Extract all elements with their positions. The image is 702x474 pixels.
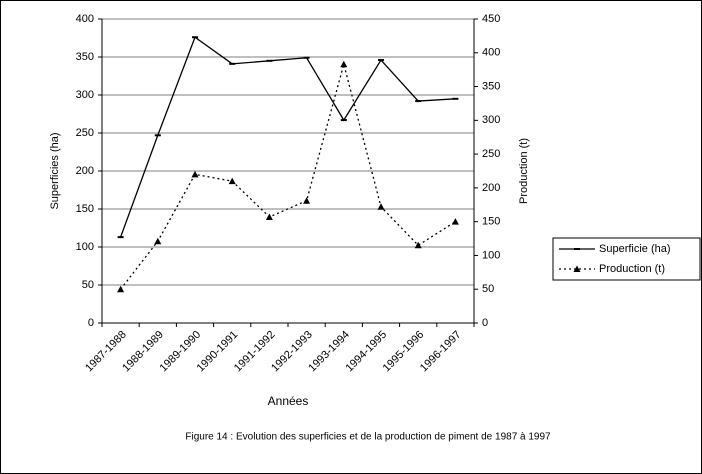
legend-marker bbox=[574, 248, 580, 250]
marker bbox=[451, 218, 459, 225]
y2-tick-label: 100 bbox=[482, 249, 500, 261]
marker bbox=[303, 56, 310, 59]
series-line bbox=[119, 36, 456, 238]
legend-box bbox=[552, 237, 701, 281]
y-tick-label: 100 bbox=[76, 241, 94, 253]
series-line bbox=[120, 61, 456, 290]
y-tick-label: 0 bbox=[88, 317, 94, 329]
marker bbox=[265, 213, 273, 220]
y2-tick-label: 0 bbox=[482, 317, 488, 329]
y2-tick-label: 150 bbox=[482, 216, 500, 228]
x-axis-title: Années bbox=[268, 394, 309, 408]
y2-tick-label: 400 bbox=[482, 47, 500, 59]
marker bbox=[452, 97, 459, 100]
legend-label: Superficie (ha) bbox=[599, 243, 671, 255]
y-tick-label: 400 bbox=[76, 13, 94, 25]
y2-tick-label: 300 bbox=[482, 114, 500, 126]
y-tick-label: 350 bbox=[76, 51, 94, 63]
marker bbox=[303, 197, 311, 204]
marker bbox=[340, 119, 347, 122]
y-tick-label: 200 bbox=[76, 165, 94, 177]
legend-label: Production (t) bbox=[599, 263, 665, 275]
marker bbox=[378, 59, 384, 62]
marker bbox=[117, 285, 125, 293]
marker bbox=[415, 100, 422, 103]
marker bbox=[340, 60, 348, 68]
y-tick-label: 250 bbox=[76, 127, 94, 139]
y2-tick-label: 250 bbox=[482, 148, 500, 160]
marker bbox=[192, 36, 198, 39]
marker bbox=[154, 237, 162, 245]
marker bbox=[266, 59, 273, 62]
y2-tick-label: 450 bbox=[482, 13, 500, 25]
marker bbox=[117, 236, 124, 239]
marker bbox=[154, 134, 161, 137]
y2-tick-label: 350 bbox=[482, 80, 500, 92]
y-tick-label: 50 bbox=[82, 279, 94, 291]
caption: Figure 14 : Evolution des superficies et… bbox=[185, 432, 551, 443]
marker bbox=[414, 241, 422, 249]
legend-marker bbox=[573, 265, 581, 272]
y2-tick-label: 200 bbox=[482, 182, 500, 194]
y-axis-title: Superficies (ha) bbox=[49, 132, 61, 209]
y2-axis-title: Production (t) bbox=[518, 138, 530, 204]
y2-tick-label: 50 bbox=[482, 283, 494, 295]
marker bbox=[229, 62, 236, 65]
marker bbox=[191, 170, 199, 178]
marker bbox=[228, 177, 236, 185]
marker bbox=[377, 203, 385, 210]
y-tick-label: 150 bbox=[76, 203, 94, 215]
y-tick-label: 300 bbox=[76, 89, 94, 101]
